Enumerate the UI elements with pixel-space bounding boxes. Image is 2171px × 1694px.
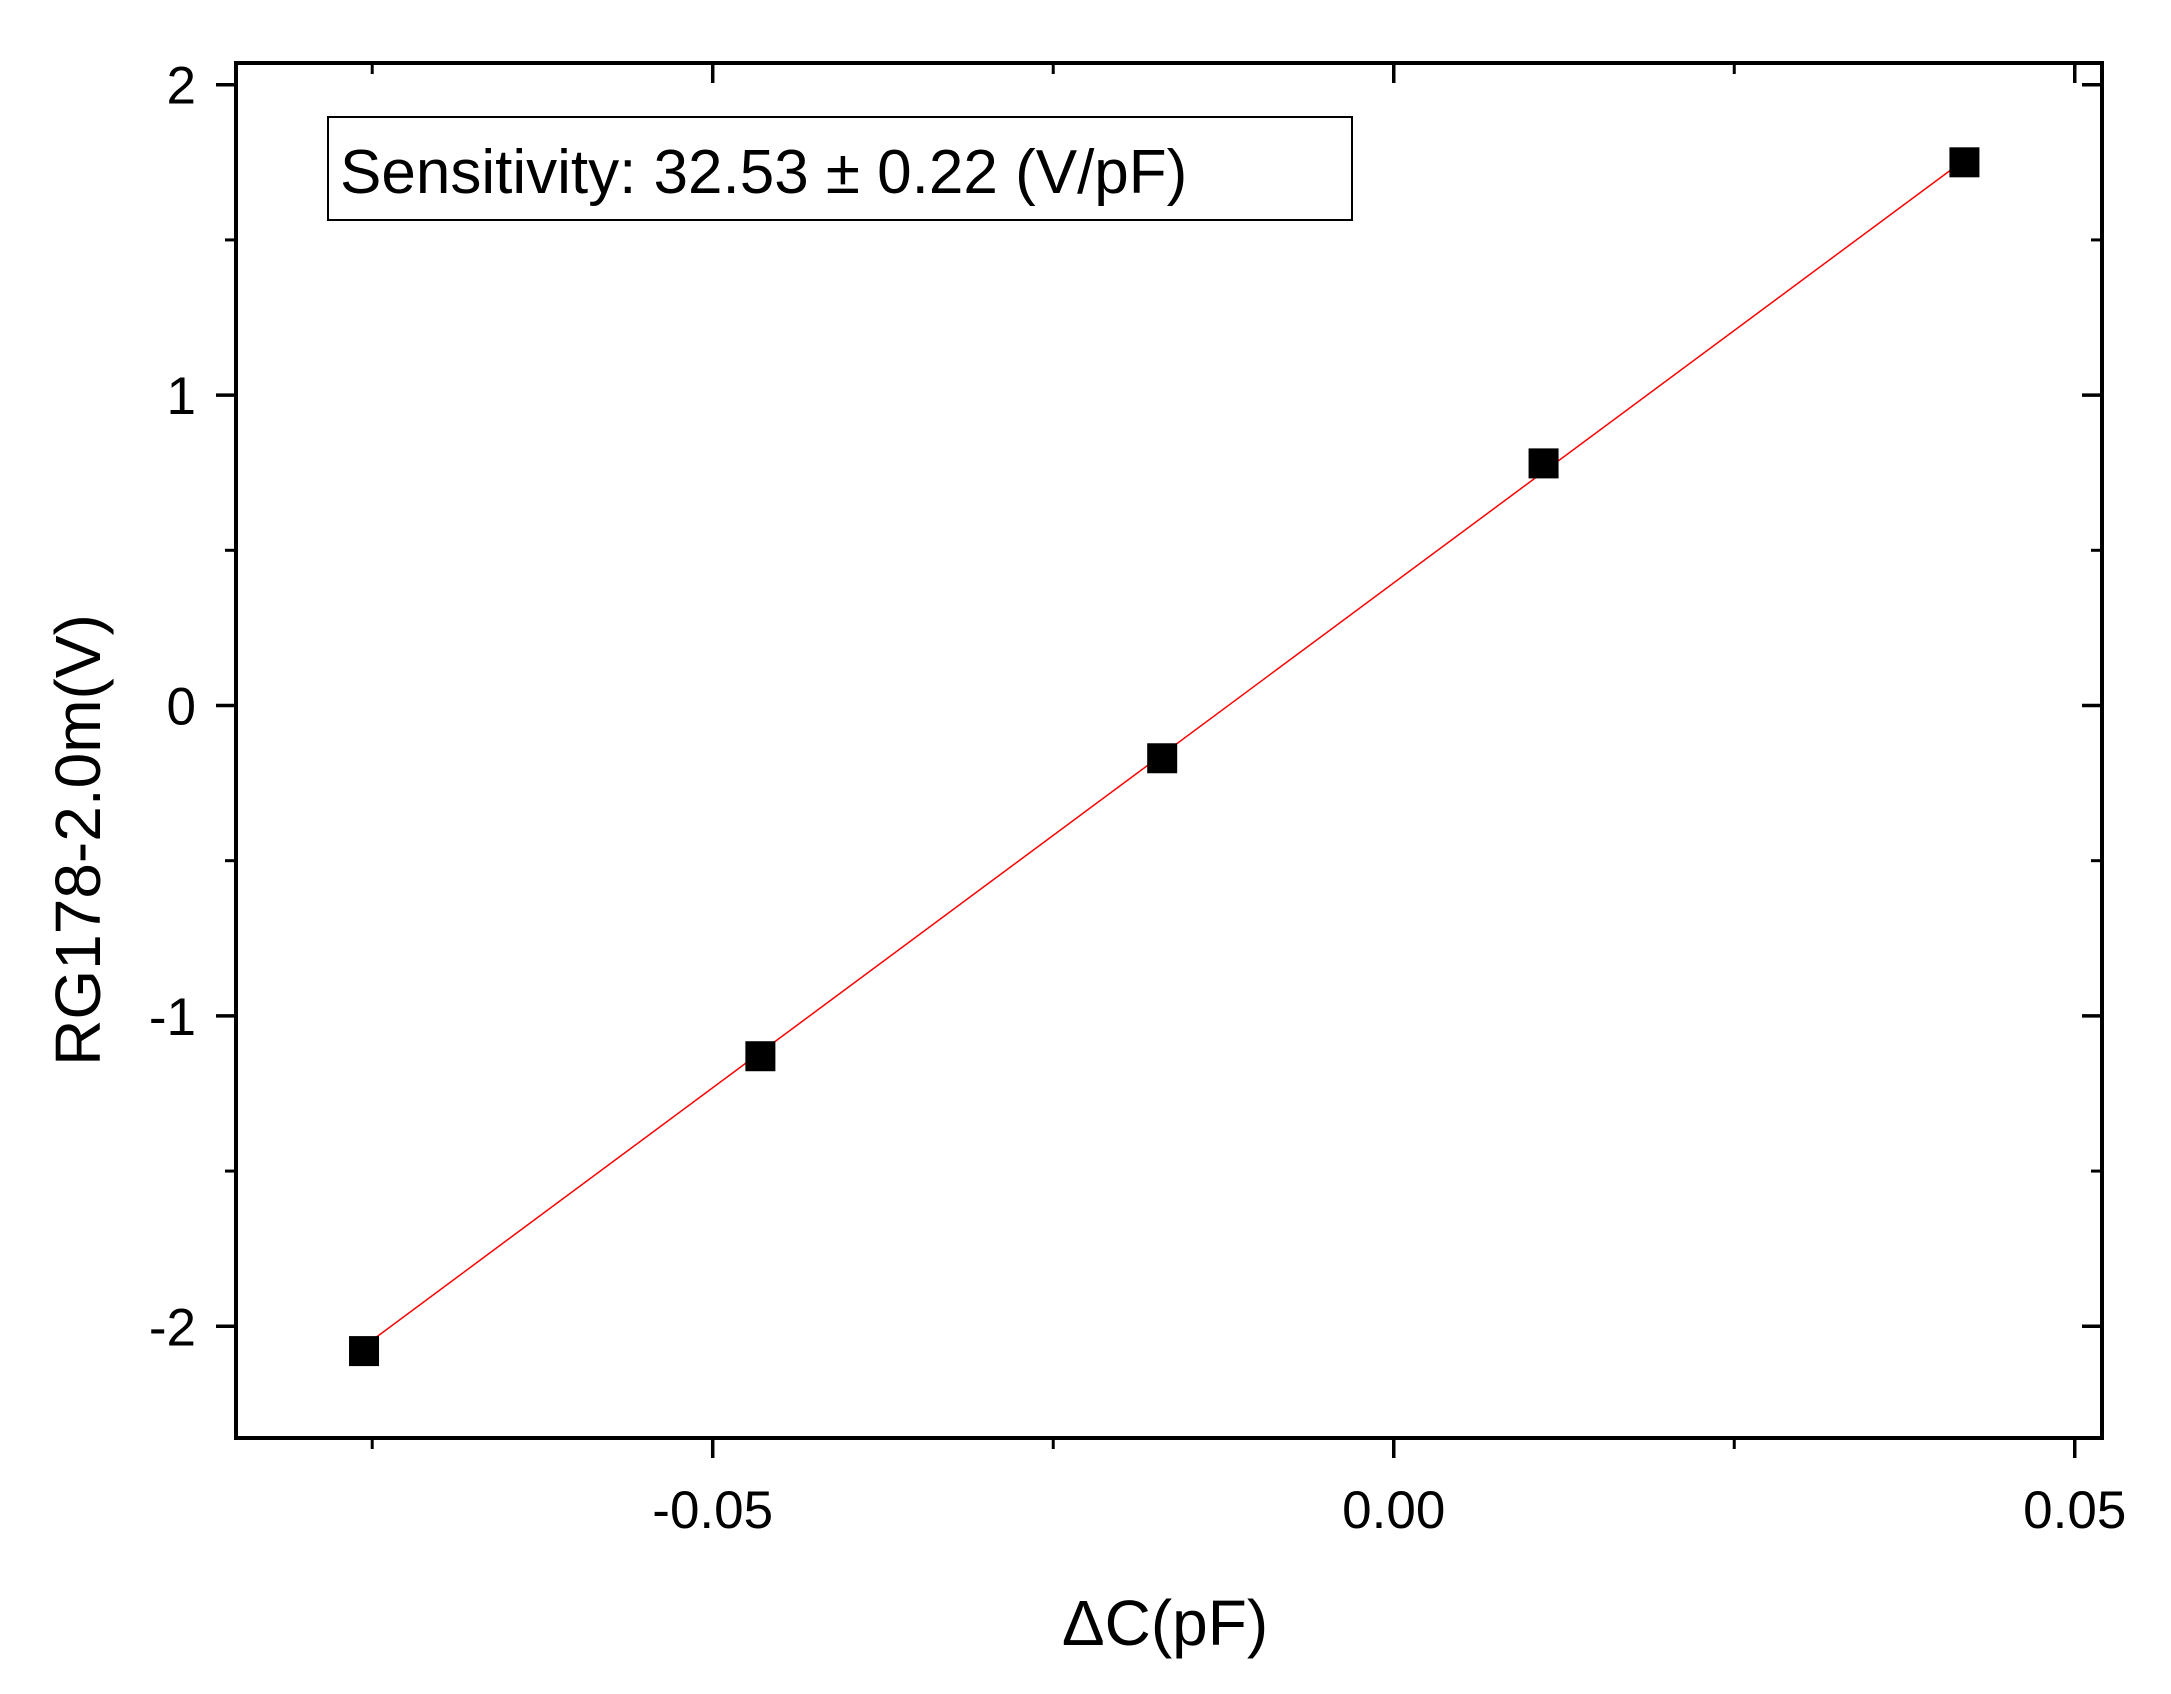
data-point: [1528, 448, 1559, 479]
x-tick-label: -0.05: [652, 1481, 773, 1540]
y-tick-label: 0: [167, 677, 196, 736]
data-point: [745, 1041, 776, 1072]
annotation-box: Sensitivity: 32.53 ± 0.22 (V/pF): [327, 116, 1353, 221]
labels-layer: -0.05 0.00 0.05 2 1 0 -1 -2: [149, 57, 2126, 1540]
data-point: [349, 1336, 380, 1367]
y-tick-label: 1: [167, 367, 196, 426]
points-layer: [349, 147, 1980, 1367]
x-axis-title: ΔC(pF): [1062, 1587, 1268, 1659]
y-tick-label: 2: [167, 57, 196, 116]
x-tick-label: 0.00: [1342, 1481, 1445, 1540]
y-tick-label: -2: [149, 1298, 196, 1357]
ticks-layer: [216, 63, 2102, 1458]
y-axis-title: RG178-2.0m(V): [42, 614, 114, 1066]
plot-frame: [234, 61, 2104, 1440]
data-point: [1949, 147, 1980, 178]
data-point: [1147, 743, 1178, 774]
annotation-frame: [327, 116, 1353, 221]
y-tick-label: -1: [149, 988, 196, 1047]
annotation-text: Sensitivity: 32.53 ± 0.22 (V/pF): [340, 138, 1187, 207]
plot-area: [234, 61, 2104, 1440]
x-tick-label: 0.05: [2023, 1481, 2126, 1540]
